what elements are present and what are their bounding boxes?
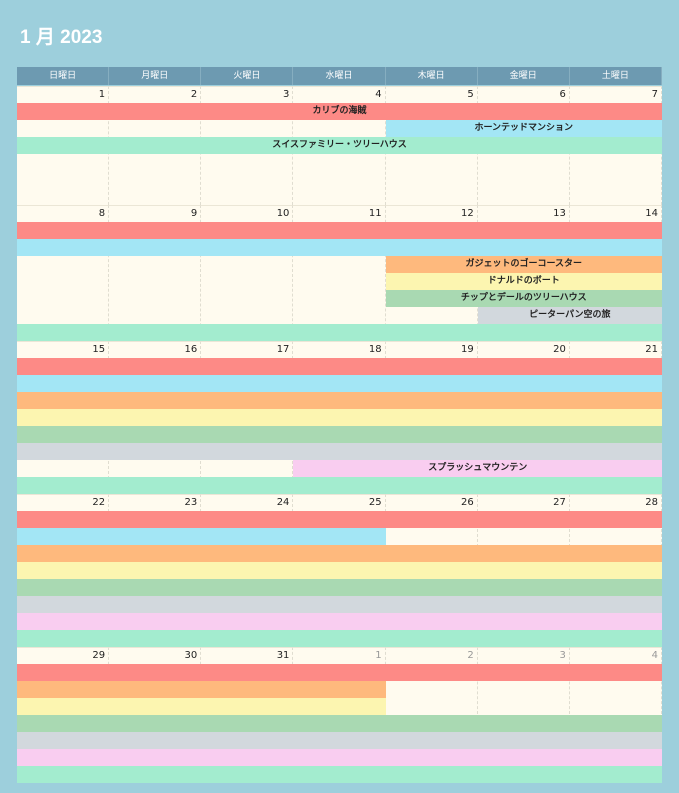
weekday-header: 金曜日 xyxy=(477,67,570,85)
event-bar xyxy=(17,749,662,766)
month-title: 1 月 2023 xyxy=(20,27,103,48)
day-number: 27 xyxy=(553,497,566,508)
day-number: 12 xyxy=(460,208,474,219)
day-number: 15 xyxy=(92,344,106,355)
event-bar xyxy=(17,511,662,528)
event-bar xyxy=(17,698,386,715)
event-bar xyxy=(17,613,662,630)
day-number: 5 xyxy=(467,89,474,100)
event-bar: ガジェットのゴーコースター xyxy=(385,256,662,273)
day-number: 17 xyxy=(276,344,290,355)
event-bar: チップとデールのツリーハウス xyxy=(385,290,662,307)
day-number: 9 xyxy=(190,208,198,219)
event-bar: スイスファミリー・ツリーハウス xyxy=(17,137,662,154)
event-bar: スプラッシュマウンテン xyxy=(293,460,662,477)
event-bar xyxy=(17,664,662,681)
event-bar xyxy=(17,324,662,341)
event-bar: ドナルドのボート xyxy=(385,273,662,290)
event-bar xyxy=(17,392,662,409)
event-bar xyxy=(17,409,662,426)
weekday-header: 木曜日 xyxy=(385,67,478,85)
day-number: 4 xyxy=(651,650,658,661)
day-number: 3 xyxy=(283,89,290,100)
event-bar xyxy=(17,562,662,579)
event-bar xyxy=(17,477,662,494)
event-bar xyxy=(17,681,386,698)
event-bar xyxy=(17,375,662,392)
day-number: 14 xyxy=(645,208,658,219)
day-number: 2 xyxy=(467,650,474,661)
day-number: 1 xyxy=(98,89,106,100)
event-bar xyxy=(17,715,662,732)
event-bar xyxy=(17,732,662,749)
day-number: 7 xyxy=(651,89,658,100)
day-number: 30 xyxy=(184,650,198,661)
day-number: 11 xyxy=(368,208,382,219)
day-number: 21 xyxy=(645,344,658,355)
day-number: 3 xyxy=(559,650,566,661)
weekday-header: 日曜日 xyxy=(17,67,110,85)
weekday-header: 月曜日 xyxy=(109,67,202,85)
day-number: 4 xyxy=(375,89,382,100)
event-bar: ホーンテッドマンション xyxy=(385,120,662,137)
event-bar xyxy=(17,766,662,783)
day-number: 16 xyxy=(184,344,198,355)
weekday-header: 火曜日 xyxy=(201,67,294,85)
day-number: 20 xyxy=(553,344,566,355)
day-number: 13 xyxy=(553,208,566,219)
day-number: 1 xyxy=(375,650,382,661)
event-bar: ピーターパン空の旅 xyxy=(477,307,662,324)
day-number: 23 xyxy=(184,497,198,508)
weekday-header: 水曜日 xyxy=(293,67,386,85)
event-bar xyxy=(17,579,662,596)
weekday-header: 土曜日 xyxy=(569,67,662,85)
day-number: 6 xyxy=(559,89,566,100)
day-number: 25 xyxy=(368,497,382,508)
day-number: 8 xyxy=(98,208,106,219)
day-number: 2 xyxy=(190,89,198,100)
day-number: 24 xyxy=(276,497,290,508)
event-bar xyxy=(17,222,662,239)
event-bar xyxy=(17,596,662,613)
event-bar xyxy=(17,358,662,375)
event-bar xyxy=(17,630,662,647)
event-bar xyxy=(17,443,662,460)
day-number: 18 xyxy=(368,344,382,355)
day-number: 22 xyxy=(92,497,106,508)
event-bar xyxy=(17,239,662,256)
day-number: 26 xyxy=(460,497,474,508)
event-bar: カリブの海賊 xyxy=(17,103,662,120)
event-bar xyxy=(17,426,662,443)
day-number: 19 xyxy=(460,344,474,355)
event-bar xyxy=(17,545,662,562)
day-number: 31 xyxy=(276,650,290,661)
day-number: 28 xyxy=(645,497,658,508)
day-number: 29 xyxy=(92,650,106,661)
day-number: 10 xyxy=(276,208,290,219)
event-bar xyxy=(17,528,386,545)
